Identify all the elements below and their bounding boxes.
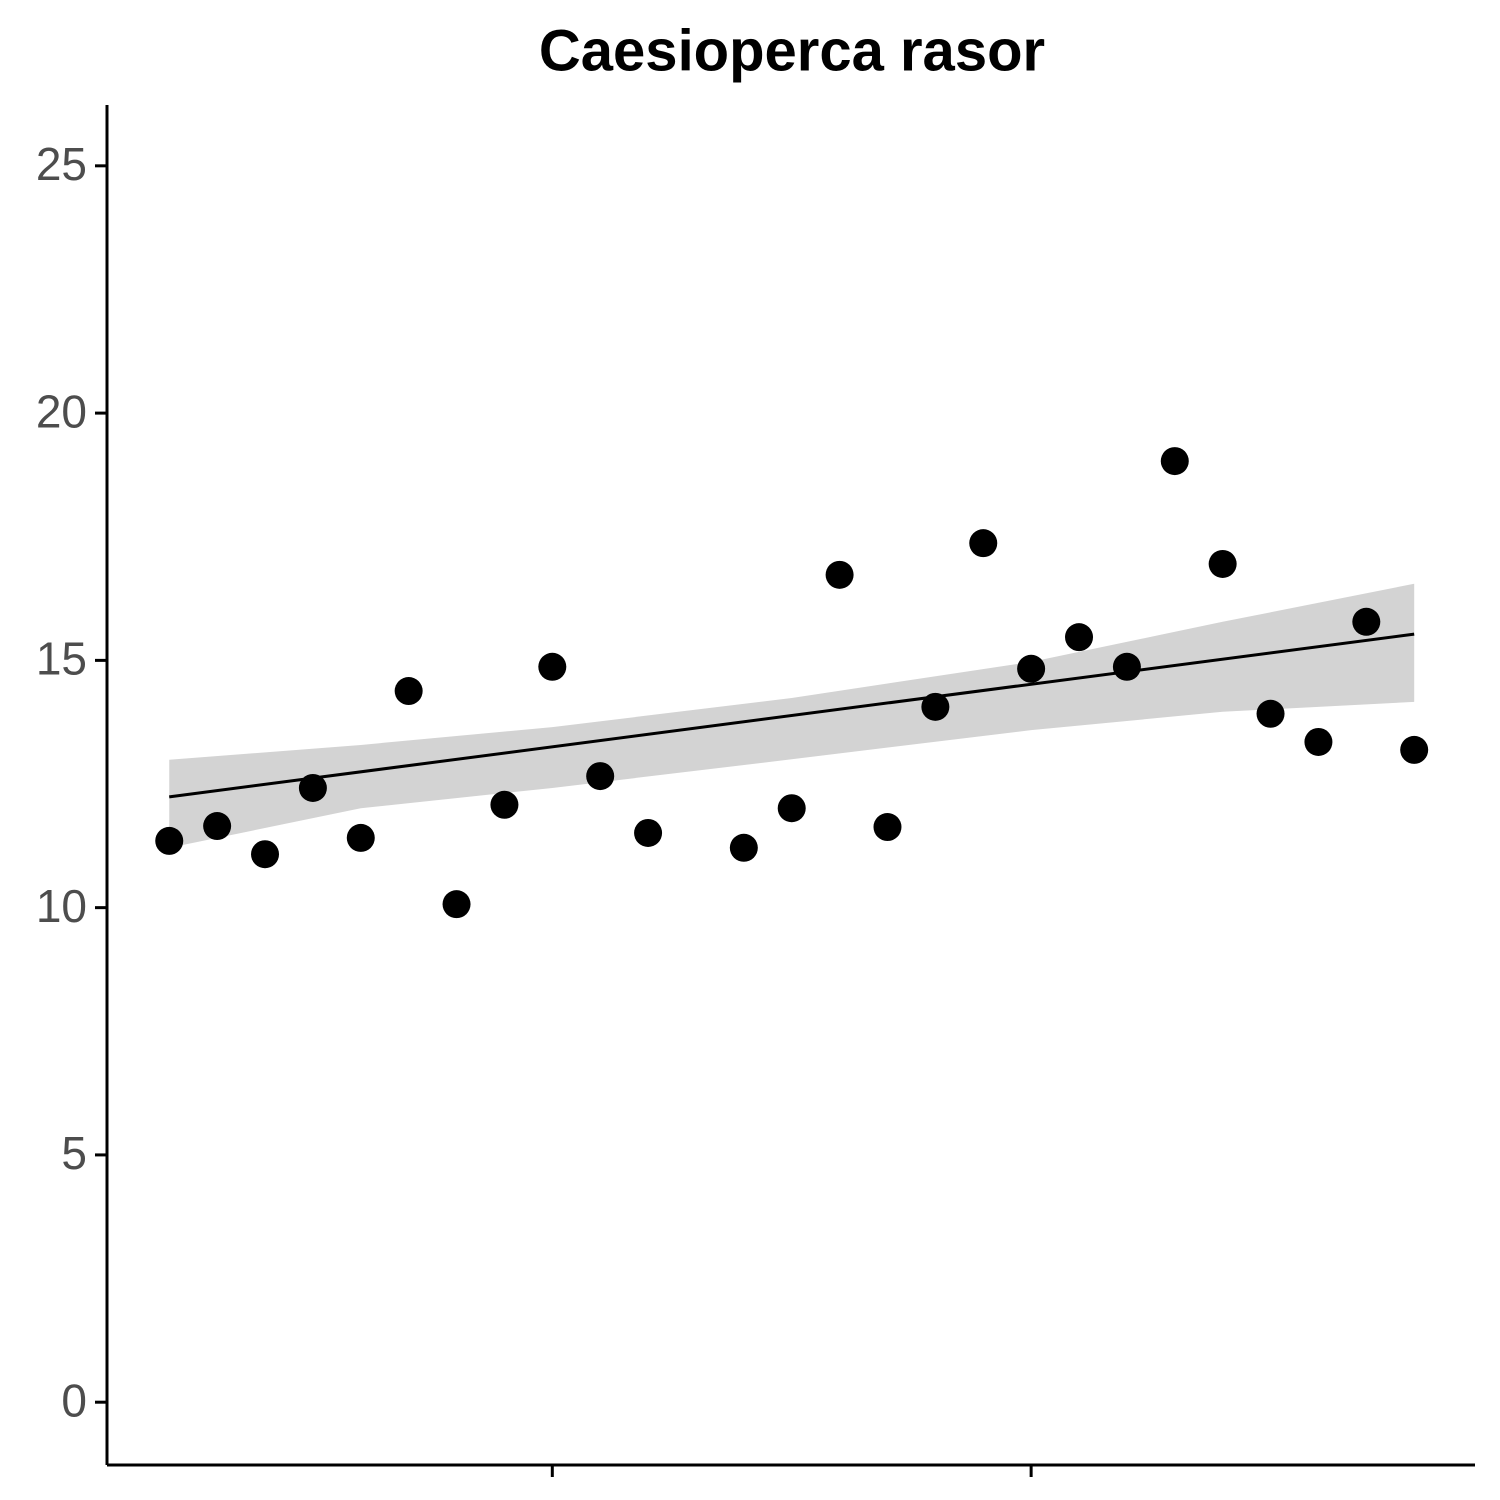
point [1208,549,1237,578]
point [873,813,902,842]
chart-title: Caesioperca rasor [539,18,1045,83]
point [298,773,327,802]
y-tick-label: 10 [36,880,87,932]
point [203,812,232,841]
point [586,762,615,791]
point [394,677,423,706]
point [442,890,471,919]
point [490,790,519,819]
point [1112,652,1141,681]
point [155,826,184,855]
point [921,692,950,721]
point [1160,447,1189,476]
point [969,529,998,558]
point [729,833,758,862]
point [251,840,280,869]
y-tick-label: 20 [36,385,87,437]
y-tick-label: 0 [61,1374,87,1426]
point [1065,623,1094,652]
point [825,560,854,589]
trend-line [169,632,1415,799]
point [1352,607,1381,636]
point [538,652,567,681]
point [634,818,663,847]
point [1400,735,1429,764]
point [1304,727,1333,756]
point [1017,654,1046,683]
point [346,823,375,852]
y-tick-label: 25 [36,138,87,190]
y-tick-label: 15 [36,633,87,685]
point [1256,699,1285,728]
y-tick-label: 5 [61,1127,87,1179]
point [777,794,806,823]
